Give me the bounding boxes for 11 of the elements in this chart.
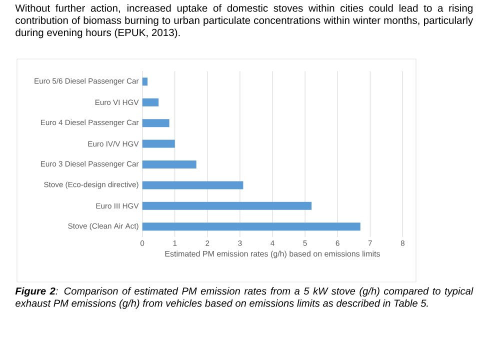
x-axis-title: Estimated PM emission rates (g/h) based on emissions limits <box>165 250 380 258</box>
bar <box>142 140 175 148</box>
bar <box>142 119 170 128</box>
bar <box>142 181 244 190</box>
bar <box>142 202 312 210</box>
bar <box>142 160 196 169</box>
bar <box>142 78 148 86</box>
text: Figure 2: Comparison of estimated PM emission rates from a 5 kW stove (g/h) compared to typical exhaust PM emissions (g/h) from vehicles based on emissions limits as described in Table 5. <box>15 287 474 309</box>
text: Without further action, increased uptake of domestic stoves within cities could lead to a rising contribution of biomass burning to urban particulate concentrations within winter months, particularly during evening hours (EPUK, 2013). <box>15 4 474 38</box>
bar <box>142 98 159 106</box>
bar <box>142 222 360 231</box>
